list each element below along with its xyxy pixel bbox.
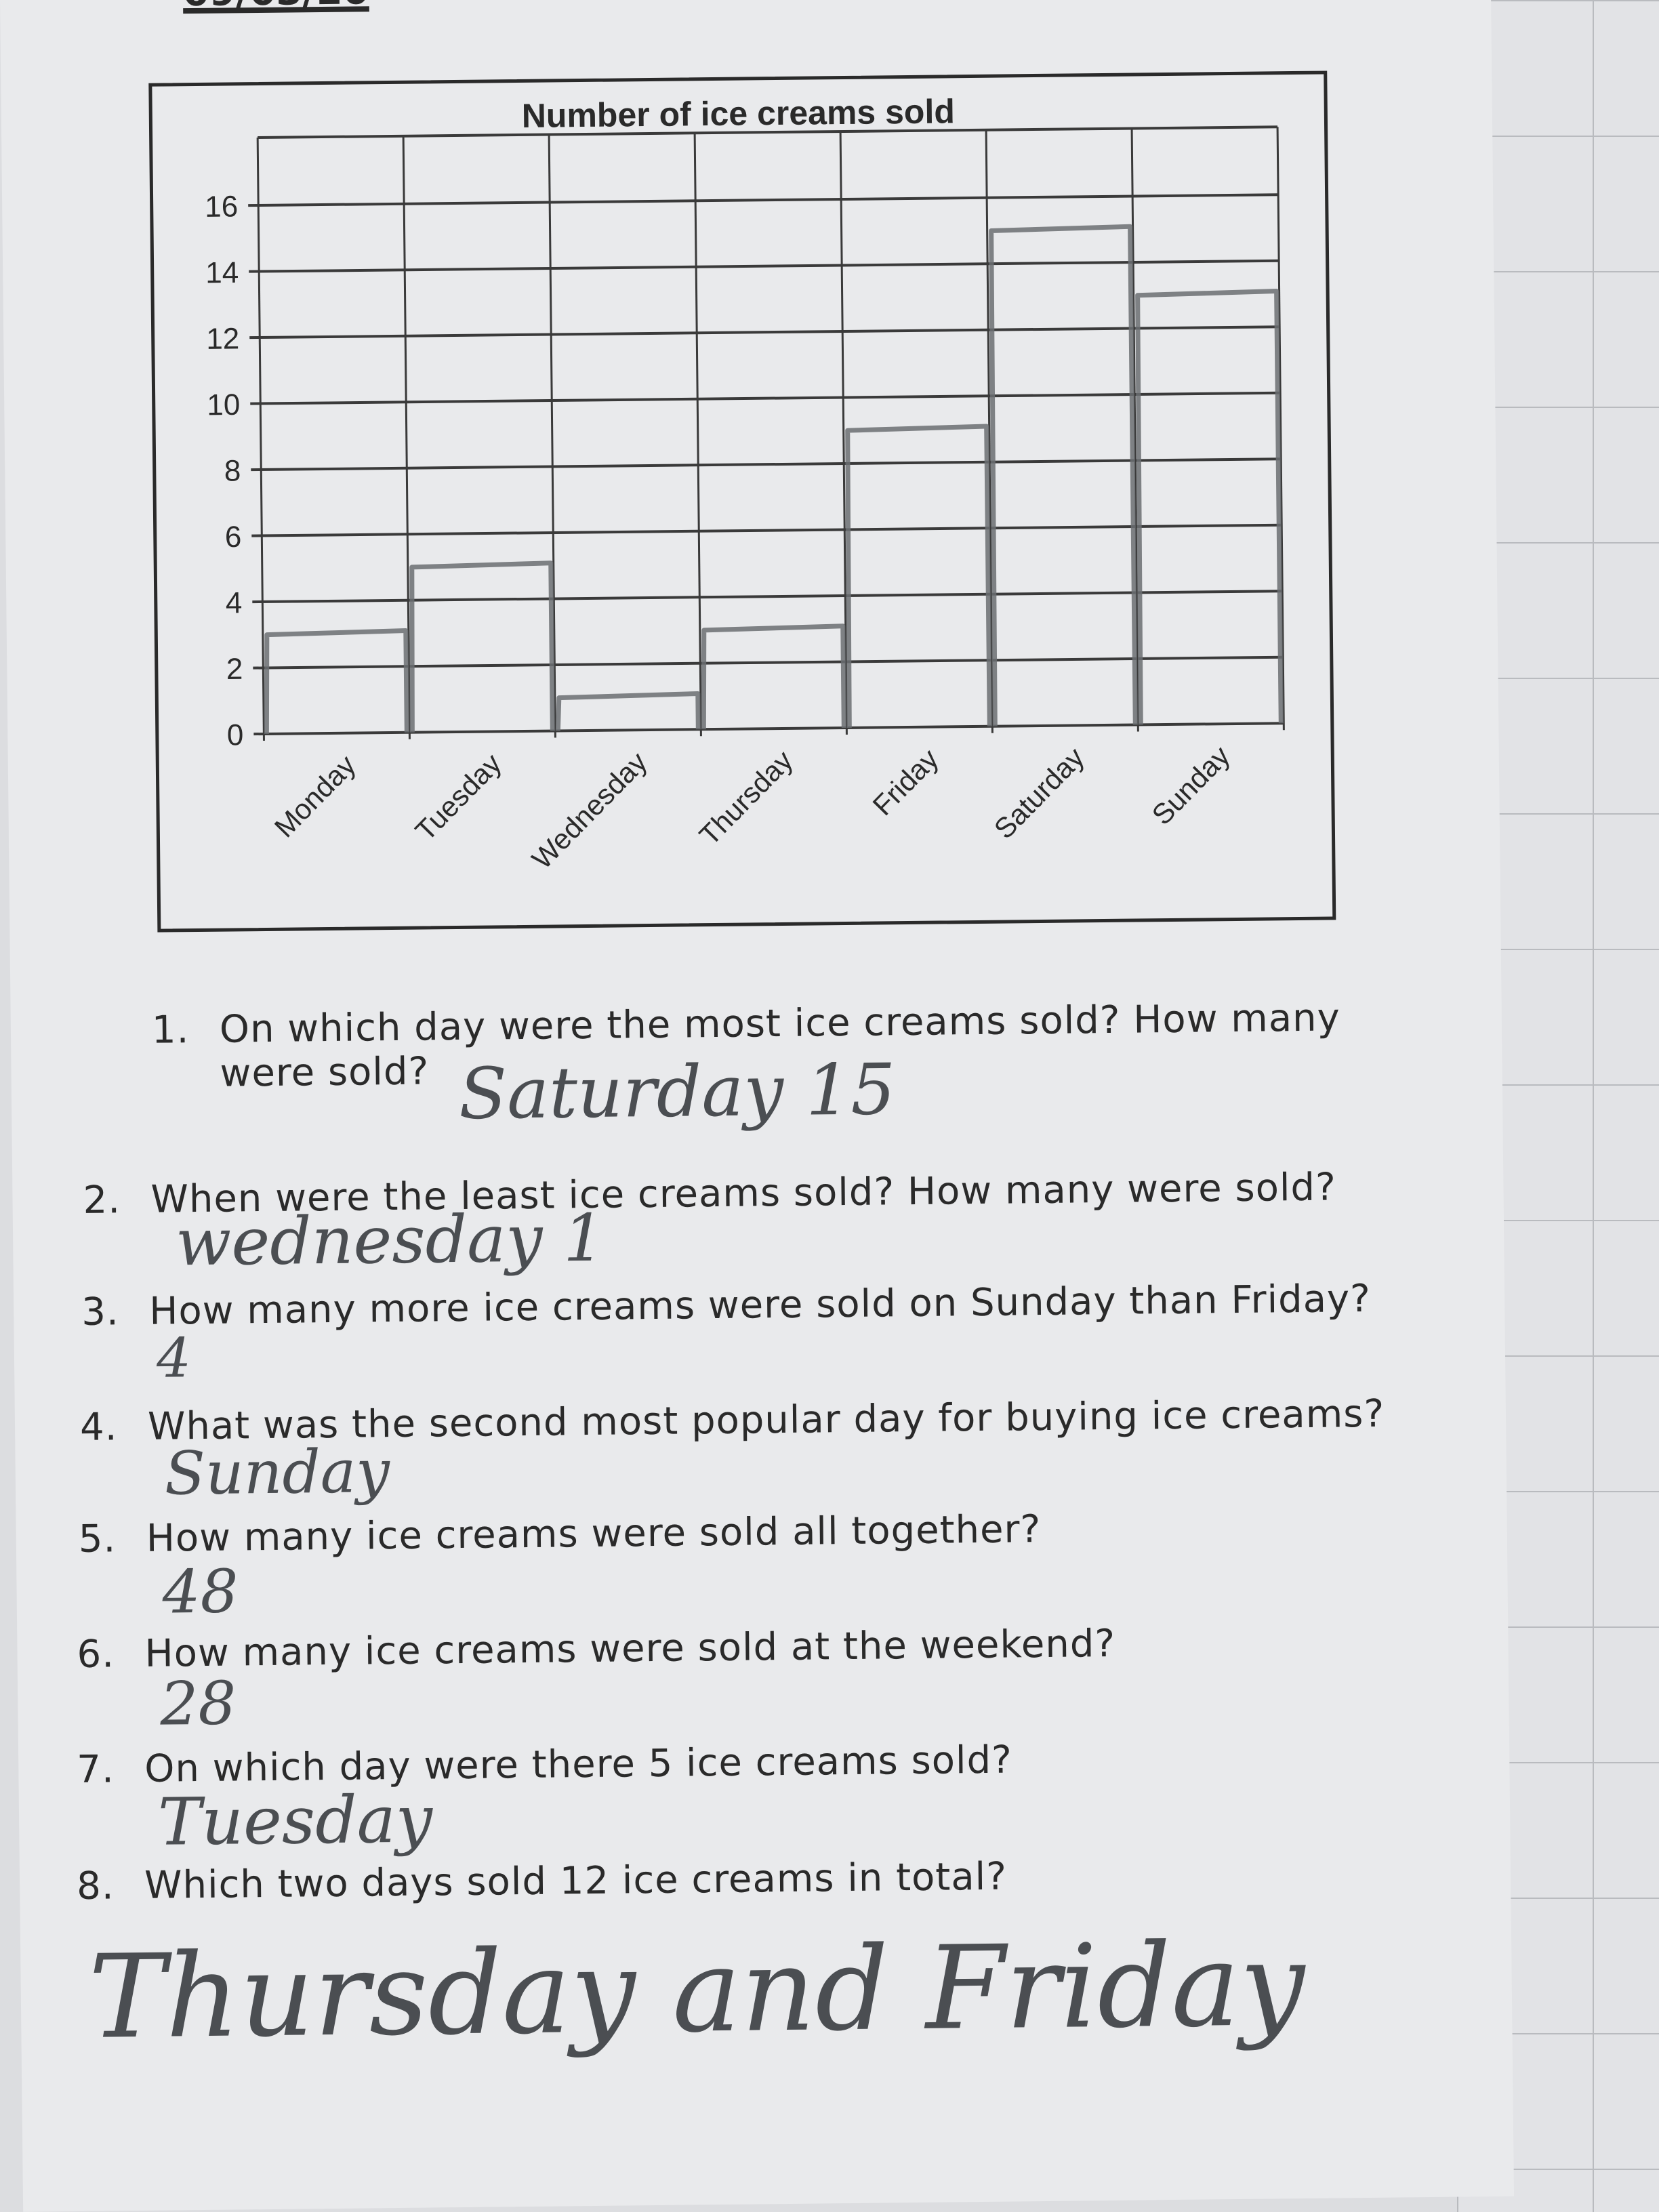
gridline-x (985, 129, 994, 733)
gridline-y (249, 259, 1279, 273)
bar-wednesday (555, 691, 701, 731)
bar-thursday (701, 623, 846, 730)
y-tick-label: 4 (226, 586, 243, 619)
answer-1: Saturday 15 (458, 1048, 897, 1135)
answer-4: Sunday (164, 1436, 390, 1509)
gridline-y (251, 457, 1282, 472)
x-tick-label: Saturday (988, 741, 1090, 845)
y-tick-label: 8 (224, 454, 241, 487)
gridline-y (253, 722, 1284, 736)
gridline-x (402, 136, 411, 739)
gridline-x (256, 138, 265, 741)
gridline-x (1276, 127, 1285, 731)
y-tick-label: 12 (206, 322, 239, 356)
y-tick-label: 16 (205, 190, 238, 224)
x-tick-label: Sunday (1145, 739, 1235, 831)
x-tick-label: Tuesday (409, 747, 508, 847)
bar-friday (845, 424, 992, 728)
question-8: 8. Which two days sold 12 ice creams in t… (76, 1854, 1008, 1908)
gridline-y (253, 655, 1284, 670)
y-tick-label: 0 (227, 718, 244, 752)
answer-5: 48 (162, 1556, 239, 1627)
gridline-x (839, 131, 848, 735)
plot-top-border (258, 125, 1278, 140)
answer-6: 28 (159, 1668, 237, 1739)
chart-frame: Number of ice creams sold 0 2 4 6 8 10 12 14 16 M… (148, 70, 1336, 933)
y-tick-label: 6 (225, 520, 242, 554)
gridline-y (250, 391, 1281, 405)
gridline-x (1130, 128, 1139, 732)
y-tick-label: 14 (205, 256, 239, 290)
answer-2: wednesday 1 (175, 1200, 605, 1281)
y-tick-label: 10 (207, 388, 240, 422)
gridline-y (252, 590, 1283, 604)
question-3: 3. How many more ice creams were sold on … (81, 1276, 1372, 1334)
x-tick-label: Friday (867, 743, 945, 821)
x-tick-label: Thursday (693, 744, 799, 851)
bar-sunday (1135, 289, 1284, 725)
date-heading: 09/03/20 (183, 0, 369, 15)
worksheet: 09/03/20 Number of ice creams sold 02468… (0, 0, 1515, 2212)
answer-7: Tuesday (157, 1781, 433, 1860)
y-tick-label: 2 (226, 653, 243, 686)
gridline-y (249, 325, 1280, 340)
gridline-x (548, 134, 556, 738)
answer-8: Thursday and Friday (87, 1918, 1306, 2065)
x-tick-label: Wednesday (526, 745, 653, 875)
gridline-x (693, 133, 702, 737)
answer-3: 4 (156, 1326, 192, 1390)
x-tick-label: Monday (268, 749, 362, 844)
bar-saturday (989, 224, 1138, 726)
bar-chart: 0 2 4 6 8 10 12 14 16 Monday Tuesday Wednesday Thurs… (205, 125, 1285, 875)
gridline-y (248, 193, 1279, 207)
question-5: 5. How many ice creams were sold all toge… (78, 1507, 1042, 1561)
gridline-y (251, 523, 1282, 537)
bar-monday (264, 628, 409, 734)
bar-tuesday (409, 560, 555, 733)
